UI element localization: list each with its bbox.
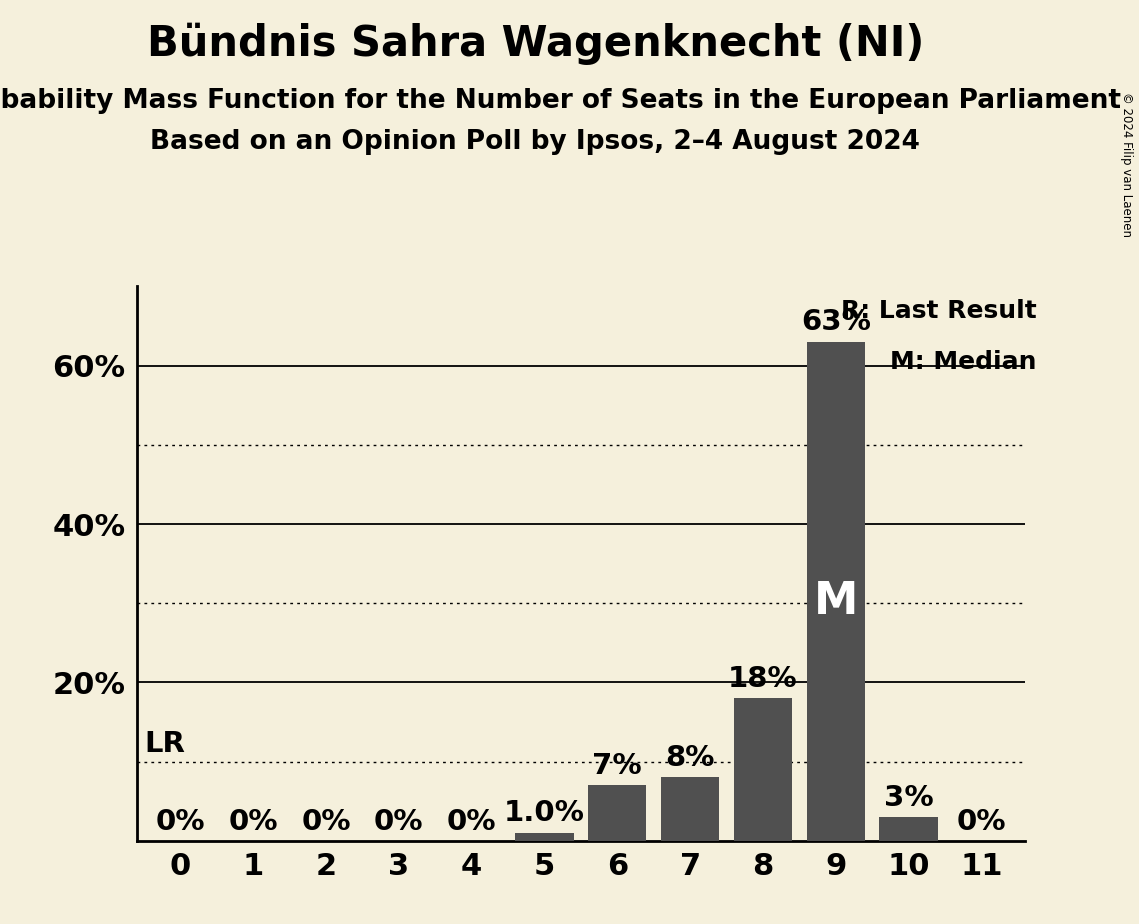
Bar xyxy=(588,785,647,841)
Text: 7%: 7% xyxy=(592,752,642,780)
Text: 63%: 63% xyxy=(801,309,870,336)
Bar xyxy=(515,833,574,841)
Text: Probability Mass Function for the Number of Seats in the European Parliament: Probability Mass Function for the Number… xyxy=(0,88,1121,114)
Text: 1.0%: 1.0% xyxy=(505,799,585,827)
Text: © 2024 Filip van Laenen: © 2024 Filip van Laenen xyxy=(1121,92,1133,237)
Text: Bündnis Sahra Wagenknecht (NI): Bündnis Sahra Wagenknecht (NI) xyxy=(147,23,924,66)
Text: 3%: 3% xyxy=(884,784,933,811)
Text: 0%: 0% xyxy=(374,808,424,836)
Text: LR: LR xyxy=(144,730,185,758)
Text: 18%: 18% xyxy=(728,664,797,693)
Bar xyxy=(734,699,792,841)
Text: 0%: 0% xyxy=(229,808,278,836)
Bar xyxy=(661,777,719,841)
Text: R: Last Result: R: Last Result xyxy=(841,299,1036,323)
Text: 0%: 0% xyxy=(156,808,205,836)
Bar xyxy=(806,342,865,841)
Text: Based on an Opinion Poll by Ipsos, 2–4 August 2024: Based on an Opinion Poll by Ipsos, 2–4 A… xyxy=(150,129,920,155)
Text: 0%: 0% xyxy=(301,808,351,836)
Text: M: Median: M: Median xyxy=(890,350,1036,374)
Text: 8%: 8% xyxy=(665,744,715,772)
Text: 0%: 0% xyxy=(957,808,1006,836)
Text: M: M xyxy=(813,580,858,623)
Bar xyxy=(879,817,937,841)
Text: 0%: 0% xyxy=(446,808,497,836)
